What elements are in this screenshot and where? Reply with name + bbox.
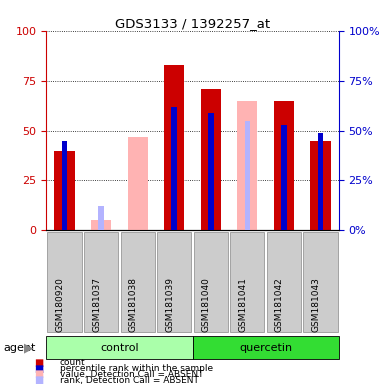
- Bar: [91, 220, 111, 230]
- Text: GSM180920: GSM180920: [55, 277, 64, 332]
- Bar: [208, 113, 214, 230]
- Text: rank, Detection Call = ABSENT: rank, Detection Call = ABSENT: [60, 376, 199, 384]
- Text: GSM181043: GSM181043: [311, 277, 320, 332]
- Bar: [98, 207, 104, 230]
- Text: ■: ■: [34, 358, 43, 368]
- Bar: [171, 107, 177, 230]
- Text: GSM181038: GSM181038: [129, 277, 138, 332]
- Text: GSM181040: GSM181040: [202, 277, 211, 332]
- Bar: [62, 141, 67, 230]
- Text: value, Detection Call = ABSENT: value, Detection Call = ABSENT: [60, 370, 203, 379]
- Bar: [164, 65, 184, 230]
- Bar: [310, 141, 331, 230]
- Text: ■: ■: [34, 369, 43, 379]
- Bar: [54, 151, 75, 230]
- Bar: [318, 132, 323, 230]
- Bar: [237, 101, 258, 230]
- Text: GSM181042: GSM181042: [275, 277, 284, 332]
- Bar: [127, 137, 148, 230]
- Bar: [274, 101, 294, 230]
- Text: ▶: ▶: [24, 341, 34, 354]
- Text: agent: agent: [4, 343, 36, 353]
- Text: ■: ■: [34, 364, 43, 374]
- Text: GSM181037: GSM181037: [92, 277, 101, 332]
- Text: GDS3133 / 1392257_at: GDS3133 / 1392257_at: [115, 17, 270, 30]
- Bar: [201, 89, 221, 230]
- Text: quercetin: quercetin: [239, 343, 292, 353]
- Text: ■: ■: [34, 375, 43, 384]
- Text: GSM181039: GSM181039: [165, 277, 174, 332]
- Text: control: control: [100, 343, 139, 353]
- Text: count: count: [60, 358, 85, 367]
- Text: percentile rank within the sample: percentile rank within the sample: [60, 364, 213, 373]
- Text: GSM181041: GSM181041: [238, 277, 248, 332]
- Bar: [281, 124, 287, 230]
- Bar: [244, 121, 250, 230]
